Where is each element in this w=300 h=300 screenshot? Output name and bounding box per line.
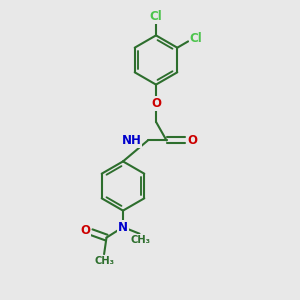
Text: Cl: Cl xyxy=(150,10,162,23)
Text: CH₃: CH₃ xyxy=(94,256,114,266)
Text: O: O xyxy=(80,224,90,237)
Text: O: O xyxy=(151,97,161,110)
Text: CH₃: CH₃ xyxy=(131,235,151,245)
Text: O: O xyxy=(188,134,198,147)
Text: NH: NH xyxy=(122,134,141,147)
Text: Cl: Cl xyxy=(190,32,202,45)
Text: N: N xyxy=(118,220,128,234)
